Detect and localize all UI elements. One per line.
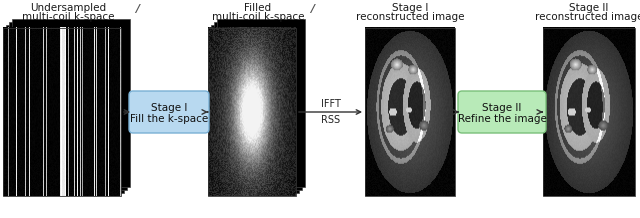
Text: Stage I: Stage I (151, 103, 187, 113)
Bar (12, 19, 130, 187)
Text: IFFT: IFFT (321, 99, 340, 109)
FancyBboxPatch shape (129, 91, 209, 133)
Text: reconstructed image: reconstructed image (356, 12, 464, 22)
Text: /: / (310, 4, 314, 14)
Text: Filled: Filled (244, 3, 271, 13)
Text: Refine the image: Refine the image (458, 114, 547, 124)
Bar (9, 22, 127, 190)
Text: Stage I: Stage I (392, 3, 428, 13)
Text: reconstructed image: reconstructed image (535, 12, 640, 22)
Bar (6, 25, 124, 193)
Text: Stage II: Stage II (483, 103, 522, 113)
Text: multi-coil k-space: multi-coil k-space (212, 12, 304, 22)
Bar (365, 28, 455, 196)
Bar (543, 28, 635, 196)
FancyBboxPatch shape (458, 91, 546, 133)
Bar (208, 28, 296, 196)
Text: Undersampled: Undersampled (30, 3, 106, 13)
Text: Stage II: Stage II (570, 3, 609, 13)
Text: /: / (135, 4, 139, 14)
Bar (217, 19, 305, 187)
Text: Fill the k-space: Fill the k-space (130, 114, 208, 124)
Text: RSS: RSS (321, 115, 340, 125)
Text: multi-coil k-space: multi-coil k-space (22, 12, 115, 22)
Bar (214, 22, 302, 190)
Bar (211, 25, 299, 193)
Bar (3, 28, 121, 196)
